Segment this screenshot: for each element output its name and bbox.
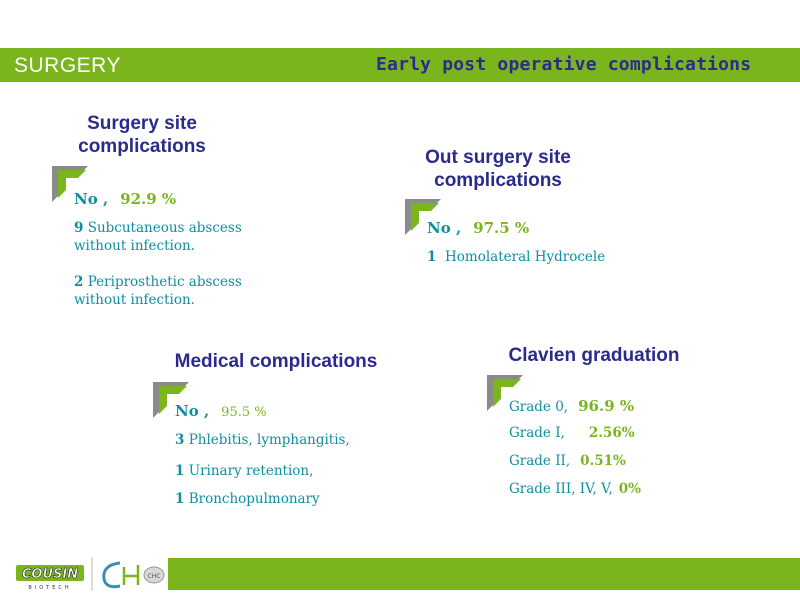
medical-item-3: 1 Bronchopulmonary [175,491,320,507]
site-no-line: No , 92.9 % [74,190,176,208]
green-arrow-icon [153,382,189,418]
clavien-title: Clavien graduation [508,345,680,366]
header-bar [0,48,800,82]
medical-no-value: 95.5 % [221,405,267,420]
section-label: SURGERY [14,54,121,77]
green-arrow-icon [52,166,88,202]
svg-text:CHC: CHC [148,573,161,580]
cousin-biotech-logo: COUSIN BIOTECH CHC [16,557,165,591]
footer-bar [168,558,800,590]
site-item-2: 2 Periprosthetic abscess without infecti… [74,274,242,308]
out-site-no-label: No , [427,219,462,237]
clavien-grade-3: Grade III, IV, V, 0% [509,481,642,497]
chc-logo: CHC [102,561,165,589]
out-site-no-value: 97.5 % [473,219,530,237]
out-site-no-line: No , 97.5 % [427,219,529,237]
out-site-item-1: 1 Homolateral Hydrocele [427,249,606,265]
medical-no-line: No , 95.5 % [175,402,267,420]
out-site-complications-title: Out surgery site complications [425,147,571,191]
svg-text:BIOTECH: BIOTECH [28,585,71,591]
medical-item-2: 1 Urinary retention, [175,463,314,479]
site-no-label: No , [74,190,109,208]
medical-complications-title: Medical complications [174,351,378,372]
svg-text:COUSIN: COUSIN [22,567,78,582]
slide-title: Early post operative complications [376,54,752,75]
site-item-1: 9 Subcutaneous abscess without infection… [74,220,242,254]
site-complications-title: Surgery site complications [78,113,206,157]
clavien-grade-0: Grade 0, 96.9 % [509,397,635,415]
medical-no-label: No , [175,402,210,420]
clavien-grade-1: Grade I, 2.56% [509,425,635,441]
site-no-value: 92.9 % [120,190,177,208]
medical-item-1: 3 Phlebitis, lymphangitis, [175,432,350,448]
clavien-grade-2: Grade II, 0.51% [509,453,626,469]
green-arrow-icon [487,375,523,411]
green-arrow-icon [405,199,441,235]
